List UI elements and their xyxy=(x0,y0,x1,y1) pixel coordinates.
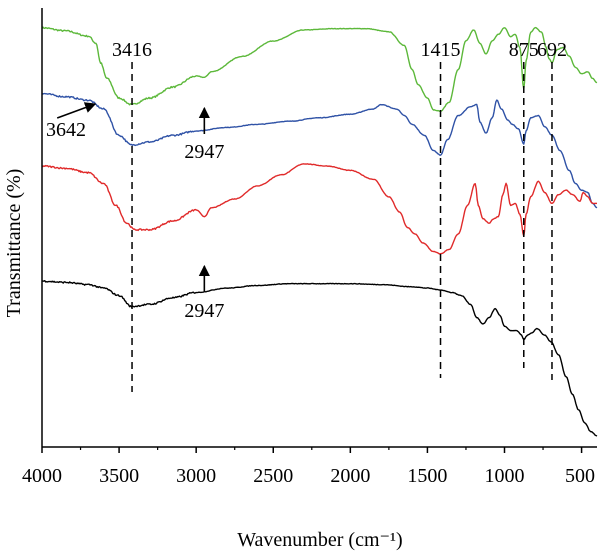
reference-label-0: 3416 xyxy=(112,39,152,61)
y-axis-label: Transmittance (%) xyxy=(3,169,25,318)
x-tick-label-6: 1000 xyxy=(485,465,525,487)
reference-label-3: 692 xyxy=(537,39,567,61)
series-line-0 xyxy=(41,26,598,113)
annotation-label-1: 2947 xyxy=(184,141,224,163)
x-tick-label-0: 4000 xyxy=(22,465,62,487)
x-tick-label-3: 2500 xyxy=(253,465,293,487)
reference-label-1: 1415 xyxy=(421,39,461,61)
reference-label-2: 875 xyxy=(509,39,539,61)
x-tick-label-7: 500 xyxy=(565,465,595,487)
series-line-1 xyxy=(41,92,598,209)
axes: 4000 3500 3000 2500 2000 1500 1000 500 xyxy=(22,8,597,487)
x-tick-label-1: 3500 xyxy=(99,465,139,487)
annotations: 3642 2947 2947 xyxy=(46,102,224,322)
x-tick-label-2: 3000 xyxy=(176,465,216,487)
series-line-2 xyxy=(41,163,598,255)
annotation-label-0: 3642 xyxy=(46,119,86,141)
annotation-label-2: 2947 xyxy=(184,300,224,322)
series-line-3 xyxy=(41,279,598,437)
x-axis-label: Wavenumber (cm⁻¹) xyxy=(237,529,402,551)
annotation-arrow-0 xyxy=(56,102,97,119)
x-tick-label-4: 2000 xyxy=(330,465,370,487)
series-layer xyxy=(41,26,598,437)
x-tick-label-5: 1500 xyxy=(407,465,447,487)
